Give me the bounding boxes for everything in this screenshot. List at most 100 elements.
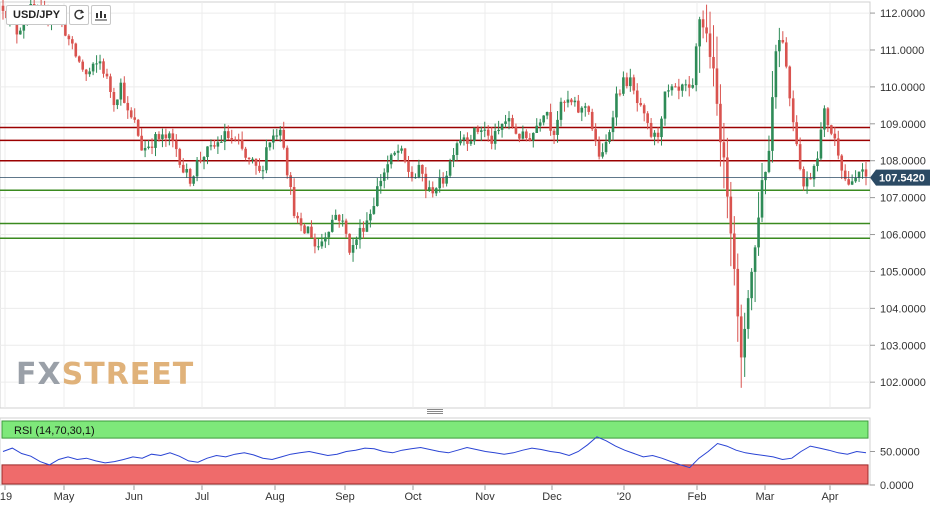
candle-body [195, 159, 199, 177]
y-tick-label: 103.0000 [880, 340, 926, 352]
chart-grid [0, 1, 871, 409]
last-price-tag [870, 169, 930, 186]
candle-body [455, 143, 459, 155]
candle-body [434, 188, 438, 194]
candle-body [275, 135, 279, 137]
candle-body [199, 159, 202, 161]
candle-body [750, 271, 753, 299]
candle-body [285, 147, 289, 176]
candle-body [209, 145, 213, 147]
candle-body [15, 21, 19, 35]
support-resistance-levels [0, 126, 870, 239]
candle-body [289, 175, 292, 188]
candle-body [622, 77, 625, 94]
candle-body [116, 99, 119, 106]
candle-body [559, 101, 563, 120]
candle-body [428, 187, 431, 190]
candle-body [344, 220, 348, 234]
candle-body [400, 148, 403, 151]
candle-body [771, 97, 774, 151]
x-tick-label: Oct [404, 491, 421, 503]
candle-body [296, 215, 299, 219]
candle-body [372, 206, 376, 214]
candle-body [157, 134, 161, 139]
candle-body [632, 77, 636, 91]
candlestick-icon[interactable] [91, 5, 112, 25]
candle-body [542, 115, 545, 123]
y-tick-label: 102.0000 [880, 377, 926, 389]
rsi-panel: 50.0000 0.0000 [0, 417, 920, 492]
candle-body [684, 84, 688, 86]
candle-body [226, 131, 230, 139]
candle-body [736, 268, 740, 317]
candle-body [479, 130, 483, 132]
candle-body [701, 19, 705, 28]
candle-body [462, 137, 466, 140]
candle-body [168, 133, 171, 139]
candle-body [109, 76, 112, 92]
candle-body [431, 187, 435, 194]
candle-body [708, 33, 712, 57]
candle-body [77, 56, 81, 62]
candle-body [656, 132, 660, 138]
candle-body [587, 106, 591, 112]
candle-body [337, 214, 341, 221]
candle-body [272, 135, 275, 143]
panel-resize-handle[interactable] [427, 409, 443, 415]
candle-body [843, 170, 847, 180]
candle-body [594, 129, 597, 142]
time-x-axis: '19 May Jun Jul Aug Sep Oct Nov Dec '20 Feb Mar Apr [0, 484, 870, 503]
candle-body [521, 131, 525, 139]
candle-body [590, 111, 594, 130]
symbol-button[interactable]: USD/JPY [6, 5, 68, 25]
candle-body [334, 214, 338, 220]
candle-body [611, 117, 615, 133]
candle-body [535, 125, 539, 133]
candle-body [507, 118, 511, 122]
candle-body [64, 20, 67, 36]
candle-body [473, 127, 476, 142]
candle-body [826, 108, 830, 126]
last-price-label: 107.5420 [879, 173, 925, 185]
candle-body [136, 119, 140, 136]
candle-body [660, 118, 663, 138]
candle-body [154, 134, 157, 148]
candle-body [677, 86, 681, 91]
candle-body [365, 220, 369, 232]
candle-body [150, 146, 154, 148]
candle-body [317, 246, 320, 248]
candle-body [174, 140, 178, 150]
candle-body [247, 157, 251, 159]
candle-body [119, 82, 123, 100]
candle-body [441, 177, 445, 184]
candle-body [351, 245, 355, 253]
candle-body [164, 134, 168, 139]
candle-body [22, 23, 26, 31]
y-tick-label: 110.0000 [880, 82, 925, 94]
refresh-icon[interactable] [69, 5, 90, 25]
candle-body [452, 154, 455, 161]
y-tick-label: 105.0000 [880, 266, 926, 278]
candle-body [223, 131, 227, 142]
candle-body [857, 171, 861, 178]
candle-body [126, 102, 130, 111]
candle-body [545, 112, 549, 116]
candle-body [504, 121, 507, 124]
candle-body [244, 148, 247, 158]
candle-body [729, 196, 733, 234]
candle-body [476, 127, 480, 132]
candle-body [181, 164, 185, 173]
candle-body [341, 220, 344, 222]
candle-body [403, 148, 407, 162]
candle-body [282, 129, 286, 148]
candle-body [784, 42, 788, 67]
candle-body [570, 99, 573, 103]
x-tick-label: '20 [617, 491, 631, 503]
candle-body [577, 100, 580, 113]
candle-body [147, 146, 150, 148]
candle-body [213, 145, 216, 147]
candle-body [719, 103, 722, 143]
candle-body [407, 161, 410, 172]
rsi-y-tick-label: 0.0000 [880, 480, 914, 492]
